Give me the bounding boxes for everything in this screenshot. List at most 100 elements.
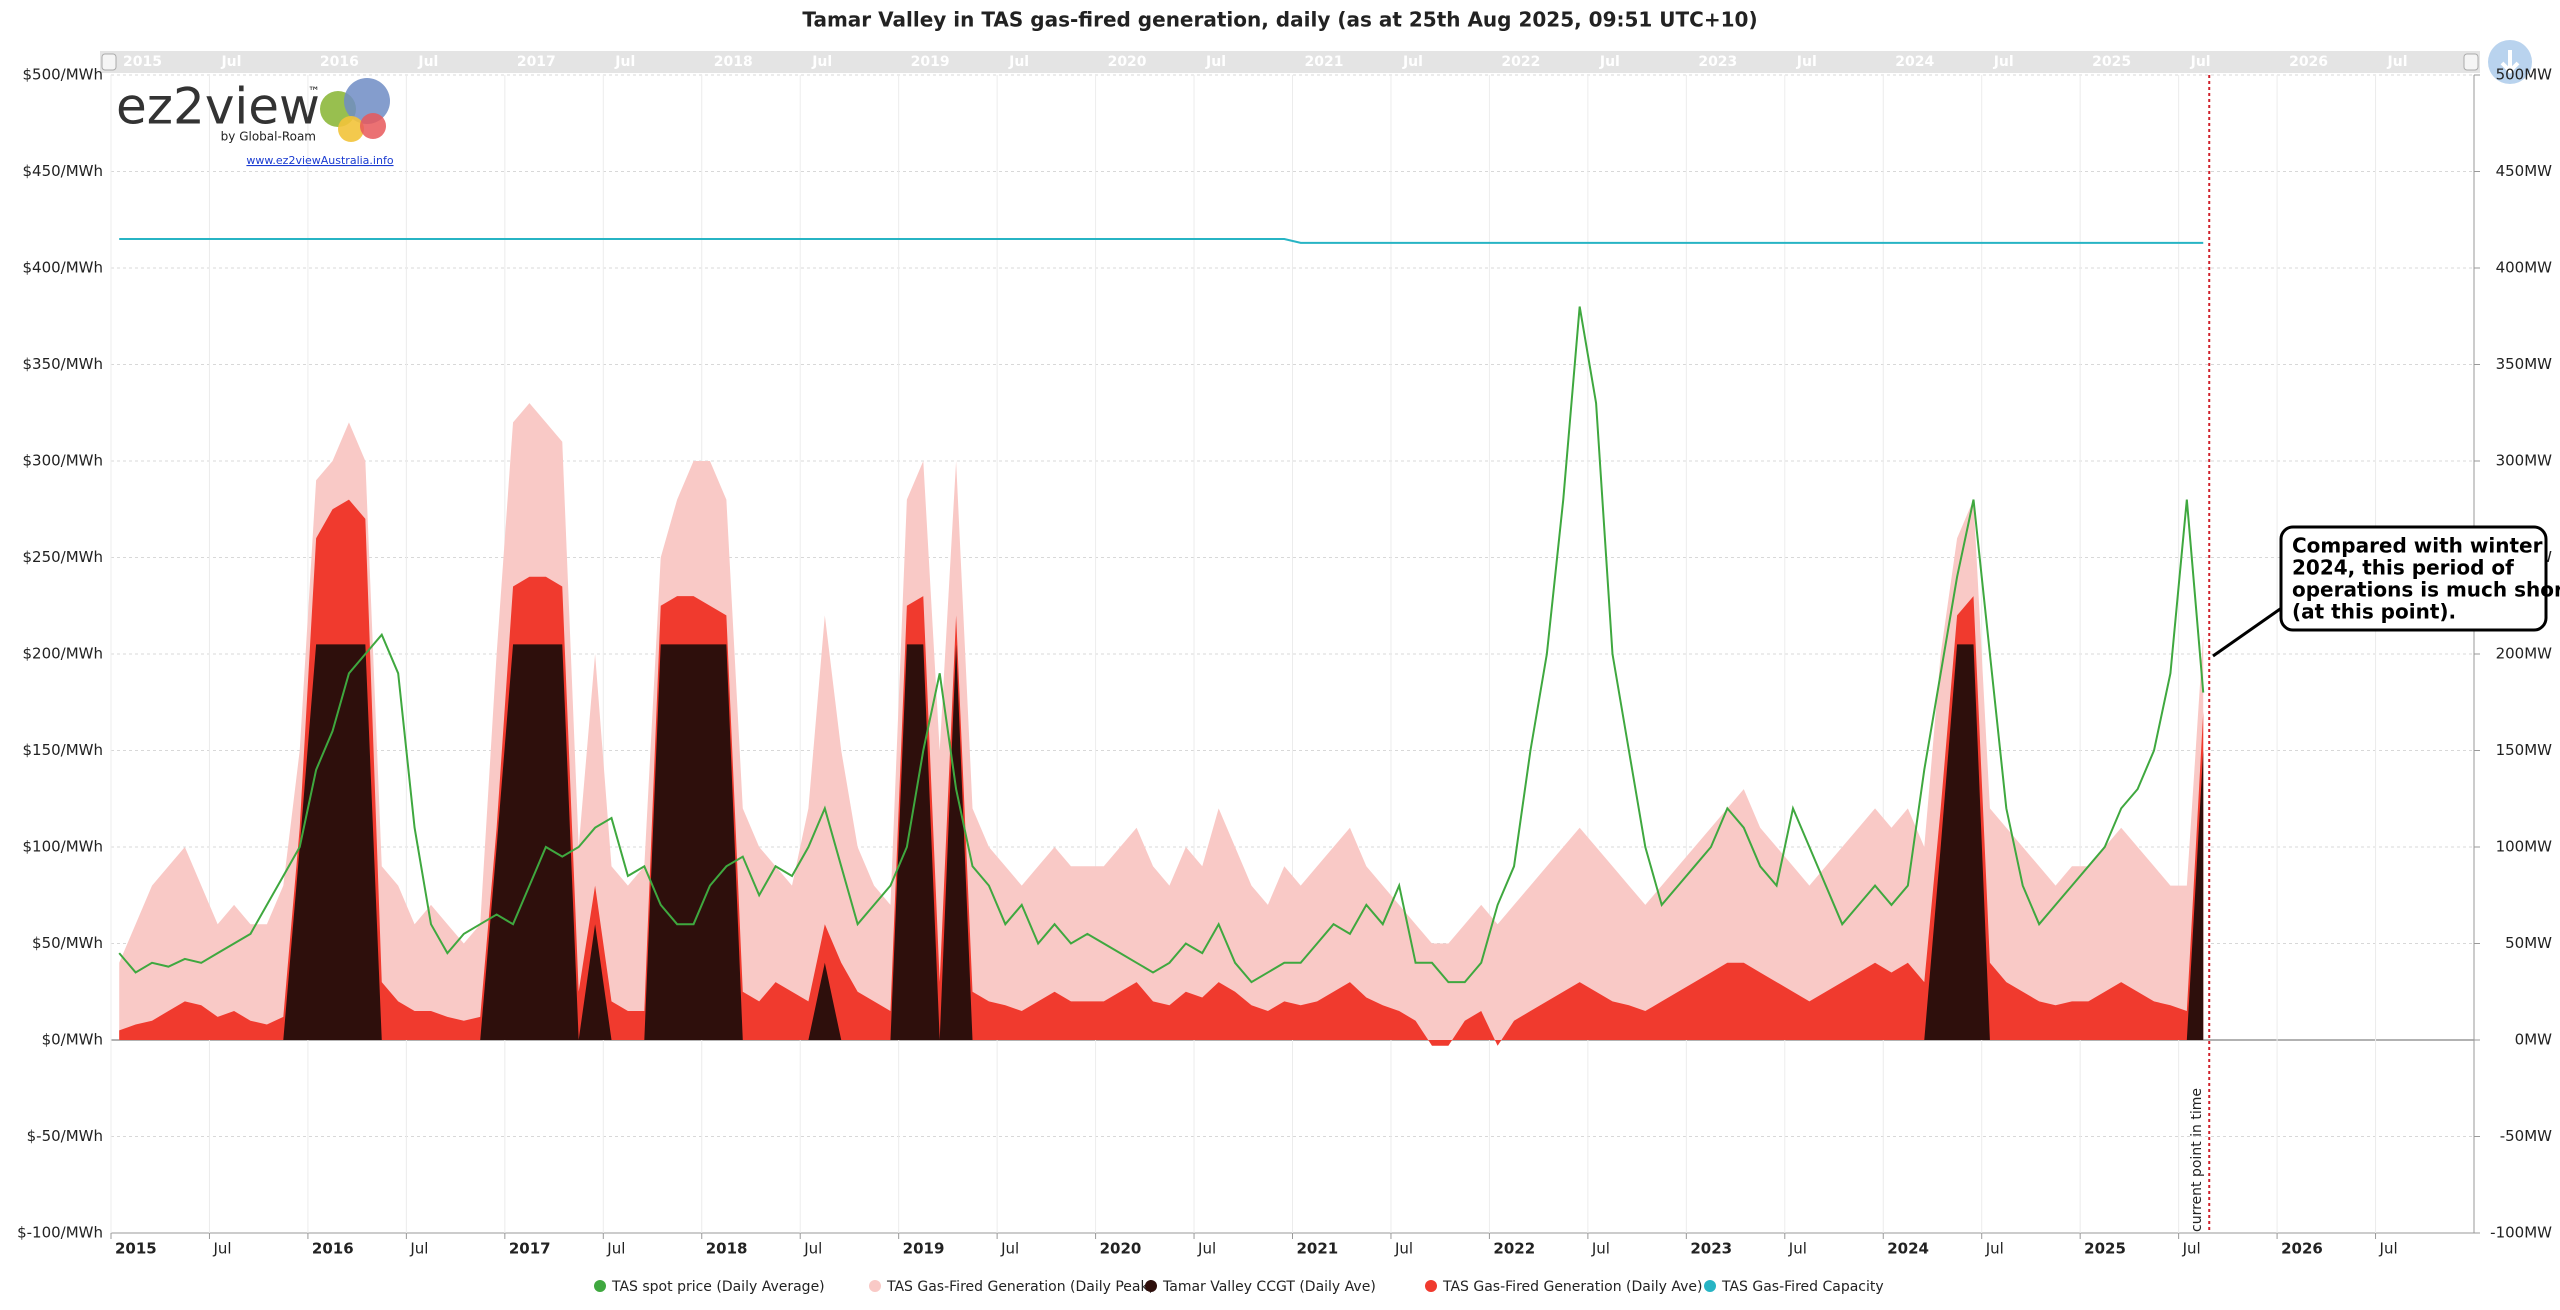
navigator-label: Jul [220, 54, 241, 70]
x-tick-label: Jul [606, 1240, 625, 1258]
navigator-label: Jul [1796, 54, 1817, 70]
legend-label: TAS Gas-Fired Capacity [1721, 1279, 1884, 1295]
navigator-label: Jul [2190, 54, 2211, 70]
navigator-label: Jul [1993, 54, 2014, 70]
legend-marker [869, 1280, 881, 1292]
navigator-label: Jul [1008, 54, 1029, 70]
y-tick-label: $100/MWh [22, 838, 103, 856]
navigator-label: 2023 [1698, 54, 1737, 70]
navigator-label: Jul [614, 54, 635, 70]
x-tick-label: 2025 [2084, 1240, 2126, 1258]
navigator-label: 2022 [1501, 54, 1540, 70]
y2-tick-label: 50MW [2505, 934, 2552, 952]
plot-area [118, 238, 2205, 1046]
y2-tick-label: -100MW [2490, 1224, 2552, 1242]
logo-dot [360, 113, 386, 139]
x-tick-label: Jul [409, 1240, 428, 1258]
x-tick-label: 2024 [1887, 1240, 1929, 1258]
y-tick-label: $-50/MWh [27, 1127, 103, 1145]
line [118, 306, 2205, 984]
y2-tick-label: 450MW [2496, 162, 2553, 180]
callout-text: operations is much shorter [2292, 578, 2560, 602]
legend-label: TAS Gas-Fired Generation (Daily Peak) [886, 1279, 1154, 1295]
navigator-label: Jul [1599, 54, 1620, 70]
callout-text: 2024, this period of [2292, 556, 2514, 580]
x-tick-label: Jul [212, 1240, 231, 1258]
y2-tick-label: -50MW [2500, 1127, 2552, 1145]
navigator-label: 2026 [2289, 54, 2328, 70]
y2-tick-label: 150MW [2496, 741, 2553, 759]
x-tick-label: 2021 [1297, 1240, 1339, 1258]
navigator-handle[interactable] [101, 53, 117, 71]
navigator[interactable] [100, 51, 2480, 73]
logo-link[interactable]: www.ez2viewAustralia.info [246, 154, 393, 167]
navigator-label: 2021 [1305, 54, 1344, 70]
navigator-label: Jul [1402, 54, 1423, 70]
logo-brand: ez2view [116, 78, 320, 136]
y2-tick-label: 0MW [2515, 1031, 2552, 1049]
logo-dot [338, 116, 364, 142]
y-tick-label: $0/MWh [42, 1031, 103, 1049]
x-tick-label: Jul [2379, 1240, 2398, 1258]
navigator-label: 2016 [320, 54, 359, 70]
x-tick-label: 2022 [1493, 1240, 1535, 1258]
callout-text: Compared with winter [2292, 534, 2543, 558]
y-tick-label: $300/MWh [22, 452, 103, 470]
callout-box [2279, 525, 2548, 632]
area [119, 644, 2204, 1040]
logo-by: by Global-Roam [221, 130, 316, 144]
x-tick-label: Jul [1197, 1240, 1216, 1258]
x-tick-label: 2026 [2281, 1240, 2323, 1258]
callout-pointer [2212, 605, 2284, 658]
x-tick-label: Jul [2182, 1240, 2201, 1258]
legend-marker [1704, 1280, 1716, 1292]
logo-tm: ™ [308, 85, 320, 99]
y-tick-label: $-100/MWh [17, 1224, 103, 1242]
callout: Compared with winter 2024, this period o… [2212, 525, 2560, 658]
navigator-label: 2018 [714, 54, 753, 70]
navigator-handle[interactable] [2463, 53, 2479, 71]
line [119, 238, 2204, 244]
x-tick-label: Jul [1788, 1240, 1807, 1258]
y2-tick-label: 350MW [2496, 355, 2553, 373]
x-tick-label: Jul [1985, 1240, 2004, 1258]
legend-marker [594, 1280, 606, 1292]
download-icon [2500, 50, 2520, 74]
x-tick-label: 2018 [706, 1240, 748, 1258]
navigator-label: 2024 [1895, 54, 1934, 70]
logo: ez2view ™ by Global-Roam www.ez2viewAust… [116, 78, 394, 168]
x-tick-label: 2017 [509, 1240, 551, 1258]
x-tick-label: 2016 [312, 1240, 354, 1258]
y-tick-label: $450/MWh [22, 162, 103, 180]
x-tick-label: 2023 [1690, 1240, 1732, 1258]
navigator-label: 2017 [517, 54, 556, 70]
chart-title: Tamar Valley in TAS gas-fired generation… [802, 8, 1757, 32]
navigator-label: 2019 [911, 54, 950, 70]
y-tick-label: $200/MWh [22, 645, 103, 663]
x-tick-label: Jul [1591, 1240, 1610, 1258]
x-tick-label: 2019 [903, 1240, 945, 1258]
navigator-label: Jul [417, 54, 438, 70]
legend-label: TAS Gas-Fired Generation (Daily Ave) [1442, 1279, 1702, 1295]
y2-tick-label: 400MW [2496, 259, 2553, 277]
y-tick-label: $50/MWh [32, 934, 103, 952]
navigator-label: 2015 [123, 54, 162, 70]
navigator-label: Jul [2387, 54, 2408, 70]
y-tick-label: $350/MWh [22, 355, 103, 373]
y-tick-label: $500/MWh [22, 66, 103, 84]
area [119, 403, 2204, 1041]
navigator-label: Jul [1205, 54, 1226, 70]
navigator-label: 2020 [1108, 54, 1147, 70]
current-time-label: current point in time [2189, 1088, 2205, 1232]
legend-label: Tamar Valley CCGT (Daily Ave) [1162, 1279, 1376, 1295]
legend-marker [1145, 1280, 1157, 1292]
legend-label: TAS spot price (Daily Average) [611, 1279, 825, 1295]
x-tick-label: Jul [803, 1240, 822, 1258]
x-tick-label: 2015 [115, 1240, 157, 1258]
x-tick-label: 2020 [1100, 1240, 1142, 1258]
logo-dot [344, 78, 390, 124]
y2-tick-label: 300MW [2496, 452, 2553, 470]
navigator-label: 2025 [2092, 54, 2131, 70]
y-tick-label: $400/MWh [22, 259, 103, 277]
